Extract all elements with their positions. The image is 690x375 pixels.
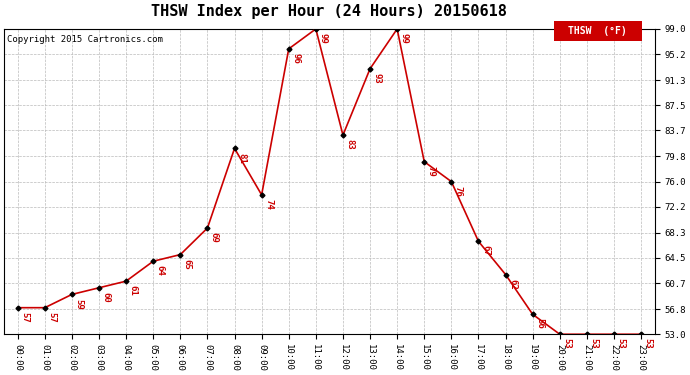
Text: 67: 67 [481, 246, 490, 256]
Text: 83: 83 [346, 139, 355, 150]
Text: 76: 76 [454, 186, 463, 196]
Text: 53: 53 [644, 338, 653, 349]
Text: 53: 53 [616, 338, 625, 349]
Text: 96: 96 [291, 53, 300, 64]
Text: 65: 65 [183, 259, 192, 270]
Text: 56: 56 [535, 318, 544, 329]
Text: Copyright 2015 Cartronics.com: Copyright 2015 Cartronics.com [8, 35, 164, 44]
Text: 79: 79 [426, 166, 435, 177]
Text: 57: 57 [47, 312, 57, 322]
Text: 93: 93 [373, 73, 382, 84]
Text: 62: 62 [508, 279, 517, 290]
Text: 57: 57 [20, 312, 29, 322]
Text: 60: 60 [101, 292, 110, 303]
Text: 53: 53 [562, 338, 571, 349]
Text: 99: 99 [400, 33, 408, 44]
Text: 59: 59 [75, 298, 83, 309]
Text: 74: 74 [264, 199, 273, 210]
Text: 81: 81 [237, 153, 246, 164]
Text: 64: 64 [156, 266, 165, 276]
Text: 61: 61 [128, 285, 137, 296]
Title: THSW Index per Hour (24 Hours) 20150618: THSW Index per Hour (24 Hours) 20150618 [151, 4, 507, 19]
Text: 99: 99 [318, 33, 327, 44]
Text: 69: 69 [210, 232, 219, 243]
Text: 53: 53 [589, 338, 598, 349]
